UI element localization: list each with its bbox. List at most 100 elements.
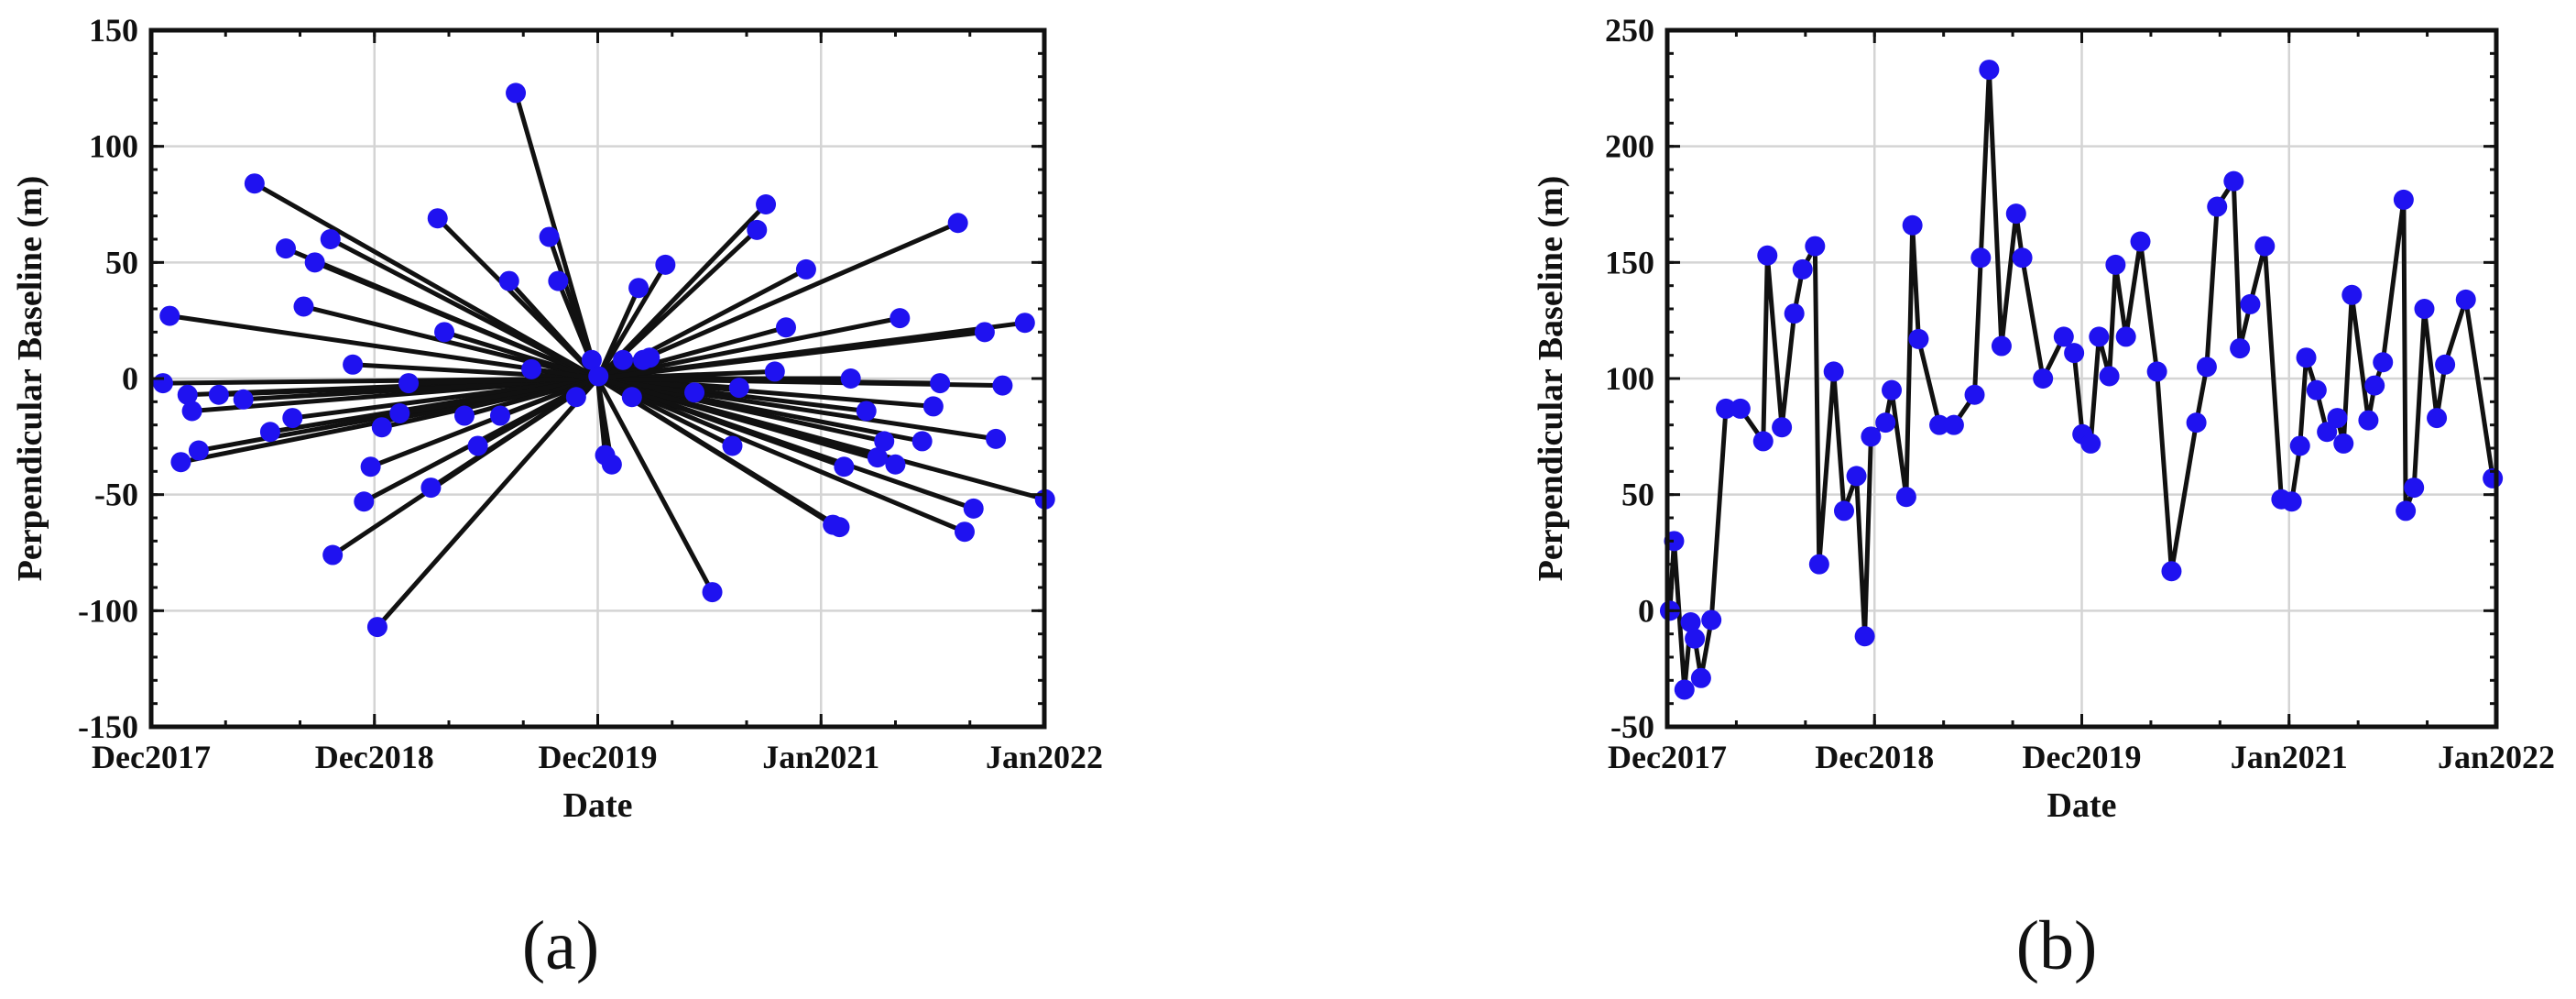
data-point-28 [489, 405, 510, 426]
data-point-38 [2080, 433, 2101, 454]
baseline-link-25 [443, 329, 599, 381]
x-tick-label-3: Jan2021 [2231, 739, 2348, 775]
baseline-link-13 [313, 260, 599, 381]
x-axis-title: Date [2047, 786, 2117, 825]
data-point-2 [177, 384, 198, 405]
data-point-34 [565, 387, 586, 408]
data-point-40 [2099, 366, 2120, 387]
data-point-60 [874, 431, 895, 452]
data-point-62 [2358, 410, 2379, 431]
data-point-48 [728, 378, 749, 399]
data-point-51 [764, 361, 785, 382]
data-point-19 [366, 617, 387, 638]
baseline-link-28 [499, 376, 599, 418]
data-point-30 [506, 82, 527, 104]
data-point-0 [152, 373, 173, 394]
data-point-5 [188, 440, 209, 461]
data-point-57 [2306, 379, 2327, 401]
data-point-43 [2130, 231, 2151, 252]
y-tick-label-1: 0 [1638, 592, 1654, 629]
data-point-6 [1701, 609, 1722, 631]
x-tick-label-2: Dec2019 [539, 739, 658, 775]
data-point-35 [581, 349, 602, 370]
baseline-link-11 [291, 376, 598, 421]
chart-panel-b: Dec2017 Dec2018 Dec2019 Jan2021 Jan2022 -50 0 5… [1532, 12, 2555, 984]
data-point-47 [2196, 357, 2217, 378]
data-point-59 [2327, 408, 2348, 429]
data-point-41 [2105, 254, 2126, 275]
data-point-14 [1805, 236, 1826, 257]
baseline-link-70 [597, 376, 997, 442]
data-point-18 [360, 456, 381, 478]
data-point-70 [2435, 354, 2456, 375]
data-point-12 [293, 296, 314, 317]
data-point-25 [1908, 328, 1929, 349]
data-point-1 [159, 305, 180, 326]
data-point-57 [840, 368, 861, 389]
data-point-39 [613, 349, 634, 370]
panel-a-baseline-links [162, 92, 1046, 629]
data-point-59 [867, 447, 888, 468]
data-point-8 [1730, 398, 1751, 419]
baseline-link-67 [596, 376, 966, 534]
data-point-52 [775, 317, 796, 338]
data-point-10 [275, 238, 296, 259]
data-point-36 [588, 366, 609, 387]
data-point-69 [974, 322, 995, 343]
baseline-link-31 [530, 367, 598, 381]
data-point-12 [1784, 303, 1805, 324]
data-point-46 [2186, 412, 2207, 434]
x-tick-label-4: Jan2022 [986, 739, 1103, 775]
data-point-64 [922, 396, 944, 417]
y-tick-label-3: 100 [1605, 360, 1654, 397]
data-point-44 [655, 254, 676, 275]
data-point-31 [521, 358, 542, 379]
y-tick-label-2: -50 [94, 477, 138, 513]
baseline-link-19 [376, 377, 600, 629]
baseline-link-21 [398, 376, 598, 416]
data-point-56 [834, 456, 855, 478]
y-axis-title: Perpendicular Baseline (m) [1532, 176, 1570, 582]
panel-b-acquisition-points [1659, 60, 2504, 700]
data-point-23 [1895, 487, 1916, 508]
data-point-61 [885, 454, 906, 475]
data-point-21 [1875, 412, 1896, 434]
data-point-72 [1014, 313, 1035, 334]
data-point-27 [1943, 414, 1964, 435]
data-point-61 [2341, 284, 2363, 305]
data-point-38 [601, 454, 622, 475]
x-tick-label-4: Jan2022 [2438, 739, 2555, 775]
chart-panel-a: Dec2017 Dec2018 Dec2019 Jan2021 Jan2022 -150 -… [11, 12, 1103, 984]
baseline-link-44 [595, 263, 668, 380]
data-point-10 [1757, 245, 1778, 266]
data-point-67 [954, 521, 975, 543]
data-point-32 [539, 226, 560, 247]
data-point-5 [1690, 667, 1711, 688]
data-point-6 [208, 384, 229, 405]
panel-a-axes: Dec2017 Dec2018 Dec2019 Jan2021 Jan2022 -150 -… [11, 12, 1103, 825]
data-point-50 [2230, 338, 2251, 359]
data-point-44 [2146, 361, 2167, 382]
x-tick-label-0: Dec2017 [92, 739, 211, 775]
y-tick-label-4: 150 [1605, 244, 1654, 280]
baseline-link-22 [408, 376, 598, 386]
y-tick-label-6: 150 [89, 12, 138, 49]
baseline-link-8 [253, 181, 599, 381]
y-tick-label-0: -150 [78, 708, 138, 745]
data-point-65 [2393, 189, 2414, 210]
data-point-66 [2396, 500, 2417, 521]
data-point-3 [181, 401, 202, 422]
data-point-48 [2207, 196, 2228, 217]
data-point-23 [420, 478, 442, 499]
data-point-19 [1854, 626, 1875, 647]
data-point-27 [467, 435, 488, 456]
data-point-63 [2364, 375, 2385, 396]
data-point-49 [2223, 170, 2244, 192]
data-point-9 [1752, 431, 1774, 452]
data-point-43 [639, 347, 660, 368]
baseline-link-12 [302, 304, 599, 381]
data-point-11 [282, 408, 303, 429]
y-tick-label-5: 100 [89, 128, 138, 165]
